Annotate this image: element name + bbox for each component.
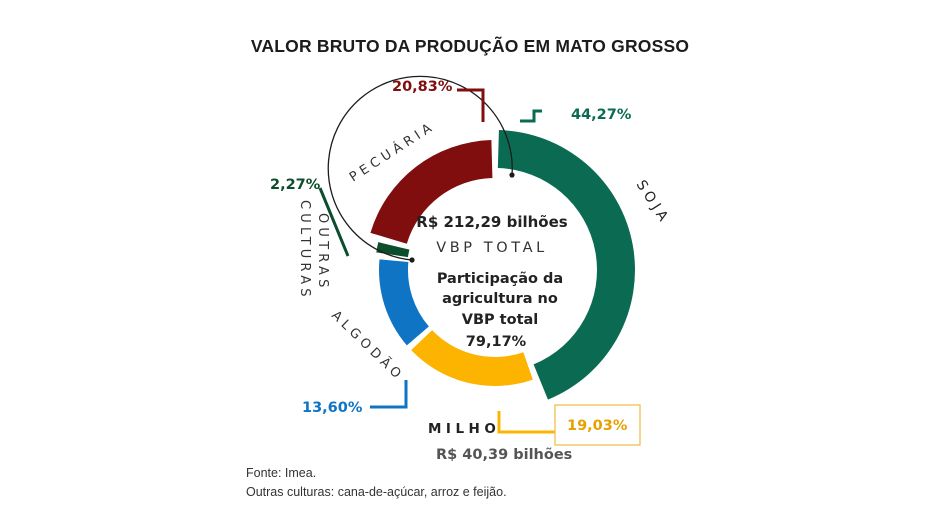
center-circle-dot-top xyxy=(509,172,515,178)
share-label-line3: VBP total xyxy=(462,312,539,328)
value-label-soja: 44,27% xyxy=(571,107,632,123)
slice-algodao xyxy=(379,259,429,346)
leader-line-milho xyxy=(497,411,564,434)
chart-title: VALOR BRUTO DA PRODUÇÃO EM MATO GROSSO xyxy=(250,36,690,56)
slice-outras xyxy=(376,242,410,258)
total-value: R$ 212,29 bilhões xyxy=(416,213,567,231)
total-label: VBP TOTAL xyxy=(436,240,548,256)
slice-soja xyxy=(497,130,635,400)
category-label-milho: MILHO xyxy=(428,421,500,437)
footer-source: Fonte: Imea. xyxy=(246,466,317,480)
milho-value-box xyxy=(554,404,641,446)
value-label-pecuaria: 20,83% xyxy=(392,79,453,95)
leader-line-soja xyxy=(520,109,542,123)
leader-line-outras xyxy=(318,187,350,257)
value-label-milho: 19,03% xyxy=(567,418,628,434)
share-label-line2: agricultura no xyxy=(442,291,558,307)
slice-pecuaria xyxy=(370,140,493,244)
category-label-soja: SOJA xyxy=(633,177,673,227)
leader-line-pecuaria xyxy=(457,88,485,122)
leader-line-algodao xyxy=(370,380,408,409)
value-label-outras: 2,27% xyxy=(270,177,321,193)
slice-milho xyxy=(411,330,533,386)
milho-extra-value: R$ 40,39 bilhões xyxy=(436,447,572,463)
footer-note: Outras culturas: cana-de-açúcar, arroz e… xyxy=(246,485,507,499)
center-circle-arc xyxy=(327,75,513,261)
value-label-algodao: 13,60% xyxy=(302,400,363,416)
share-value: 79,17% xyxy=(466,334,527,350)
category-label-outras-line1: OUTRAS xyxy=(315,213,330,292)
category-label-outras-line2: CULTURAS xyxy=(297,200,312,301)
center-circle-dot-left xyxy=(409,257,415,263)
share-label-line1: Participação da xyxy=(437,271,563,287)
